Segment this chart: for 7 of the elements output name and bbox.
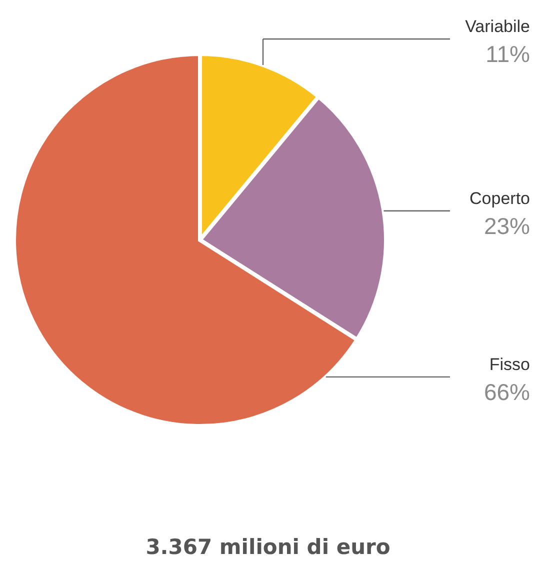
data-label: 23%: [484, 212, 530, 239]
text: 3.367 milioni di euro: [146, 535, 390, 559]
data-label: 11%: [486, 41, 530, 67]
data-label: 66%: [484, 378, 530, 405]
slice-label: Fisso: [489, 354, 530, 374]
slice-label: Variabile: [465, 17, 530, 36]
slice-label: Coperto: [470, 188, 530, 208]
